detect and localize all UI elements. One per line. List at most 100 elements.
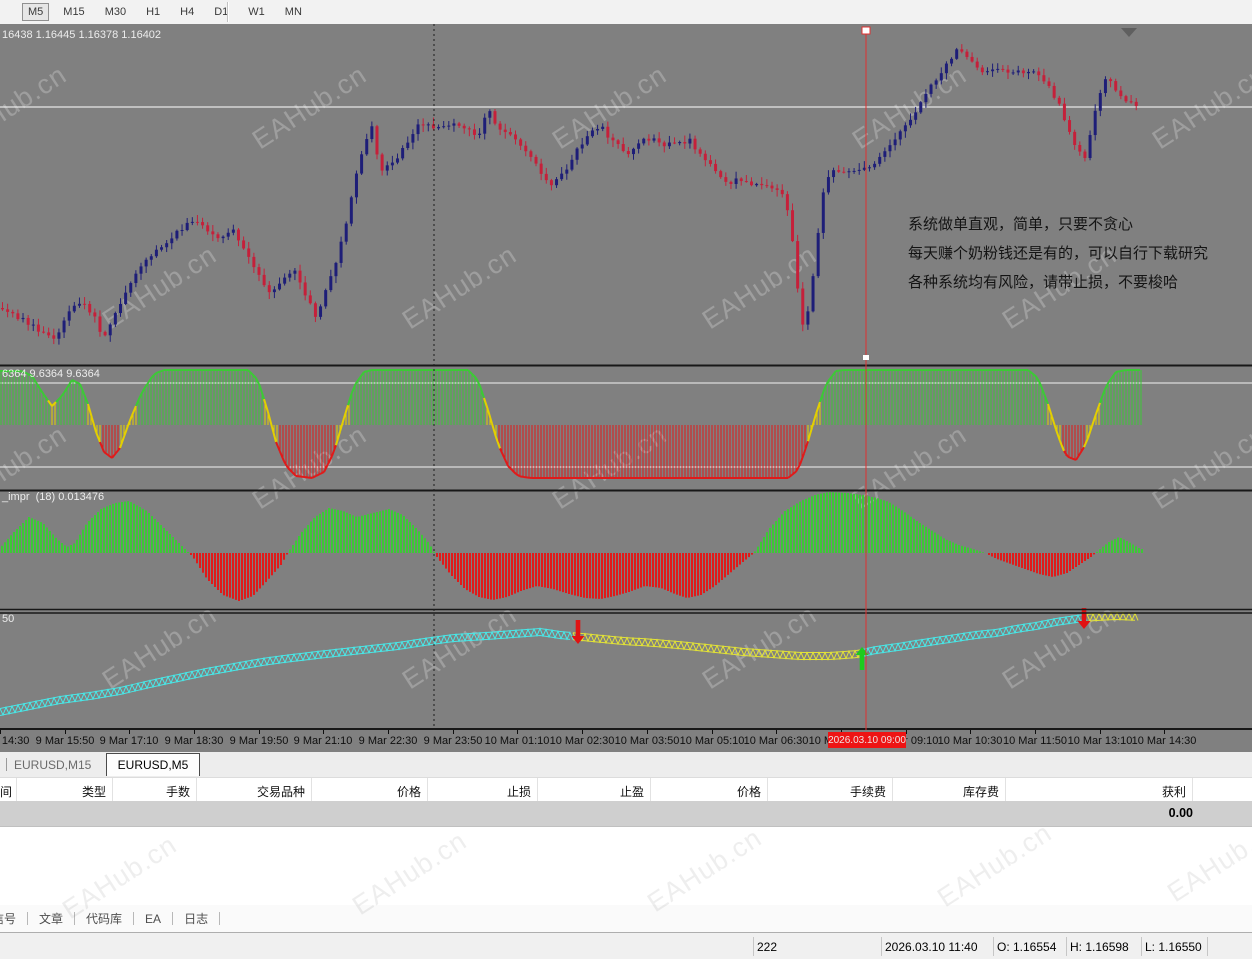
terminal-tab-0[interactable]: 信号 <box>0 912 17 926</box>
column-header-6: 止盈 <box>538 778 651 801</box>
ohlc-label: 16438 1.16445 1.16378 1.16402 <box>2 29 162 41</box>
status-cell-4: L: 1.16550 <box>1145 940 1202 954</box>
time-tick <box>582 730 583 734</box>
status-cell-0: 222 <box>757 940 778 954</box>
status-cell-3: H: 1.16598 <box>1070 940 1129 954</box>
status-bar: 222 2026.03.10 11:40 O: 1.16554 H: 1.16598 L… <box>0 932 1252 959</box>
timeframe-button-m30[interactable]: M30 <box>104 6 127 18</box>
autoscroll-triangle-icon <box>1121 28 1137 37</box>
time-tick <box>259 730 260 734</box>
time-label: 10 Mar 05:10 <box>679 735 745 747</box>
column-header-fill <box>1193 778 1252 801</box>
time-tick <box>323 730 324 734</box>
vline-time-marker: 2026.03.10 09:00 <box>828 732 906 748</box>
time-label: 9 Mar 14:30 <box>0 735 30 747</box>
sell-arrow-icon <box>571 620 585 644</box>
toolbar-separator <box>227 2 229 22</box>
annotation-line: 每天赚个奶粉钱还是有的，可以自行下载研究 <box>908 245 1209 262</box>
candlesticks <box>1 44 1138 345</box>
annotation-line: 各种系统均有风险，请带止损，不要梭哈 <box>908 274 1179 291</box>
column-header-5: 止损 <box>428 778 538 801</box>
annotation-line: 系统做单直观，简单，只要不贪心 <box>908 216 1134 233</box>
time-tick <box>1035 730 1036 734</box>
terminal-tab-3[interactable]: EA <box>145 911 162 926</box>
tab-divider <box>27 912 29 925</box>
time-tick <box>647 730 648 734</box>
column-header-3: 交易品种 <box>197 778 312 801</box>
terminal-tab-bar: 信号 文章 代码库 EA 日志 <box>0 905 1252 932</box>
indicator1-label: 6364 9.6364 9.6364 <box>2 368 100 380</box>
time-label: 10 Mar 14:30 <box>1131 735 1197 747</box>
column-header-0: 间 <box>0 778 17 801</box>
oscillator1-histogram <box>0 369 1142 479</box>
time-tick <box>65 730 66 734</box>
column-header-2: 手数 <box>113 778 197 801</box>
chart-text-annotation: 系统做单直观，简单，只要不贪心 每天赚个奶粉钱还是有的，可以自行下载研究 各种系… <box>908 210 1208 297</box>
timeframe-button-mn[interactable]: MN <box>284 6 302 18</box>
time-label: 9 Mar 19:50 <box>229 735 289 747</box>
balance-profit-value: 0.00 <box>1168 806 1193 820</box>
time-tick <box>970 730 971 734</box>
time-tick <box>388 730 389 734</box>
tab-divider <box>172 912 174 925</box>
tab-divider <box>133 912 135 925</box>
time-tick <box>712 730 713 734</box>
time-tick <box>517 730 518 734</box>
time-label: 10 Mar 01:10 <box>484 735 550 747</box>
sell-arrow-icon <box>1077 608 1091 629</box>
time-tick <box>776 730 777 734</box>
time-tick <box>906 730 907 734</box>
status-divider <box>1141 937 1142 956</box>
status-cell-2: O: 1.16554 <box>997 940 1057 954</box>
step-channel <box>0 611 1139 717</box>
status-cell-1: 2026.03.10 11:40 <box>885 940 978 954</box>
chart-tab-eurusd-m15[interactable]: EURUSD,M15 <box>14 758 92 772</box>
timeframe-button-m5[interactable]: M5 <box>22 3 50 21</box>
buy-arrow-icon <box>855 647 869 670</box>
status-divider <box>753 937 754 956</box>
oscillator2-histogram <box>1 492 1143 601</box>
tab-divider <box>219 912 221 925</box>
time-tick <box>1164 730 1165 734</box>
time-label: 10 Mar 11:50 <box>1002 735 1068 747</box>
status-divider <box>881 937 882 956</box>
balance-row: 0.00 <box>0 801 1252 827</box>
chart-tab-eurusd-m5[interactable]: EURUSD,M5 <box>106 753 200 776</box>
terminal-tab-4[interactable]: 日志 <box>184 912 209 926</box>
time-label: 9 Mar 23:50 <box>423 735 483 747</box>
time-axis[interactable]: 9 Mar 14:30 9 Mar 15:50 9 Mar 17:10 9 Mar 1… <box>0 730 1252 752</box>
time-label: 10 Mar 06:30 <box>743 735 809 747</box>
column-header-10: 获利 <box>1006 778 1193 801</box>
time-tick <box>129 730 130 734</box>
timeframe-button-h4[interactable]: H4 <box>180 6 195 18</box>
column-header-9: 库存费 <box>893 778 1006 801</box>
timeframe-button-d1[interactable]: D1 <box>214 6 229 18</box>
time-tick <box>453 730 454 734</box>
chart-tab-bar: EURUSD,M15 EURUSD,M5 <box>0 752 1252 777</box>
status-divider <box>993 937 994 956</box>
timeframe-button-h1[interactable]: H1 <box>146 6 161 18</box>
column-header-4: 价格 <box>312 778 428 801</box>
tab-divider <box>74 912 76 925</box>
time-tick <box>194 730 195 734</box>
terminal-tab-2[interactable]: 代码库 <box>86 912 123 926</box>
time-label: 10 Mar 03:50 <box>614 735 680 747</box>
timeframe-toolbar: M5 M15 M30 H1 H4 D1 W1 MN <box>0 0 1252 25</box>
chart-area[interactable]: EAHub.cn EAHub.cn EAHub.cn EAHub.cn EAHub.cn… <box>0 24 1252 752</box>
column-header-7: 价格 <box>651 778 768 801</box>
time-label: 9 Mar 15:50 <box>35 735 95 747</box>
trade-panel: 间类型 手数 交易品种 价格 止损 止盈 价格 手续费 库存费 获利 0.00 <box>0 777 1252 906</box>
timeframe-button-m15[interactable]: M15 <box>63 6 85 18</box>
terminal-tab-1[interactable]: 文章 <box>39 912 64 926</box>
indicator3-label: 50 <box>2 613 15 625</box>
time-tick <box>1100 730 1101 734</box>
time-label: 9 Mar 22:30 <box>358 735 418 747</box>
time-label: 10 Mar 02:30 <box>549 735 615 747</box>
time-label: 10 Mar 13:10 <box>1067 735 1133 747</box>
time-tick <box>0 730 1 734</box>
timeframe-button-w1[interactable]: W1 <box>248 6 265 18</box>
chart-canvas[interactable]: EAHub.cn EAHub.cn EAHub.cn EAHub.cnEAHub.cn… <box>0 24 1252 730</box>
time-label: 9 Mar 17:10 <box>99 735 159 747</box>
vline-handle[interactable] <box>861 26 871 35</box>
